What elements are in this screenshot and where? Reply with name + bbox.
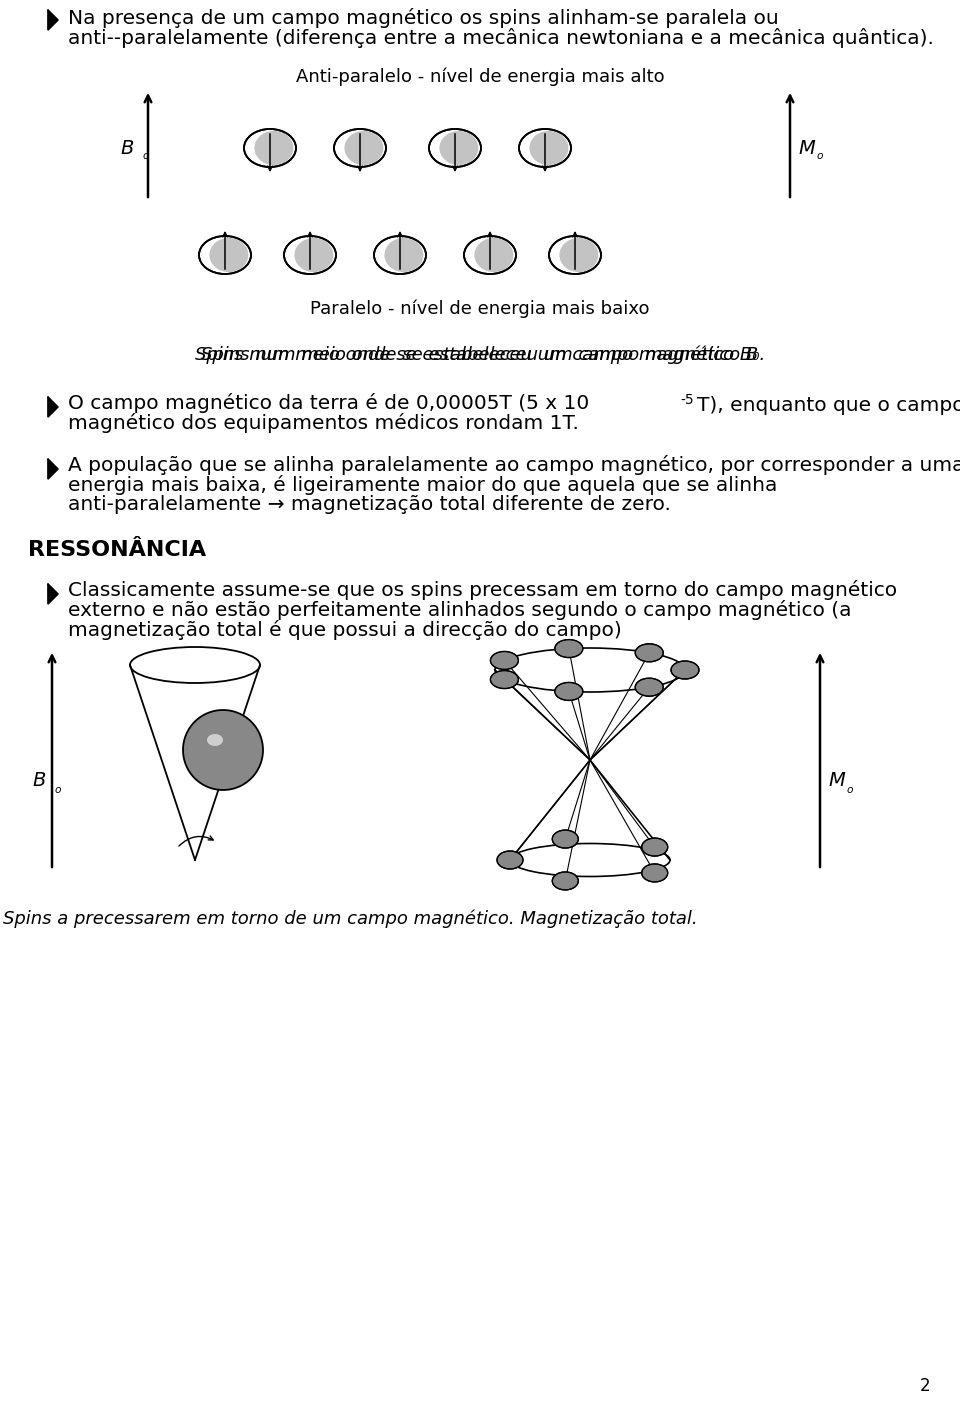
- Ellipse shape: [244, 129, 296, 167]
- Polygon shape: [48, 10, 58, 30]
- Text: Spins num meio onde se estabeleceu um campo magnético B: Spins num meio onde se estabeleceu um ca…: [202, 344, 758, 364]
- Text: $B$: $B$: [120, 139, 134, 157]
- Text: 2: 2: [920, 1377, 930, 1394]
- Ellipse shape: [254, 130, 294, 166]
- Ellipse shape: [552, 871, 578, 890]
- Ellipse shape: [384, 238, 423, 272]
- Ellipse shape: [555, 683, 583, 700]
- Ellipse shape: [552, 830, 578, 849]
- Ellipse shape: [374, 237, 426, 273]
- Text: Spins a precessarem em torno de um campo magnético. Magnetização total.: Spins a precessarem em torno de um campo…: [3, 910, 697, 928]
- Text: O campo magnético da terra é de 0,00005T (5 x 10: O campo magnético da terra é de 0,00005T…: [68, 393, 589, 412]
- Ellipse shape: [555, 639, 583, 657]
- Ellipse shape: [284, 237, 336, 273]
- Ellipse shape: [636, 643, 663, 662]
- Ellipse shape: [207, 734, 223, 745]
- Text: externo e não estão perfeitamente alinhados segundo o campo magnético (a: externo e não estão perfeitamente alinha…: [68, 599, 852, 621]
- Ellipse shape: [474, 238, 514, 272]
- Text: -5: -5: [680, 393, 694, 407]
- Ellipse shape: [491, 652, 518, 669]
- Text: anti-paralelamente → magnetização total diferente de zero.: anti-paralelamente → magnetização total …: [68, 495, 671, 514]
- Text: Na presença de um campo magnético os spins alinham-se paralela ou: Na presença de um campo magnético os spi…: [68, 9, 779, 28]
- Ellipse shape: [183, 710, 263, 791]
- Text: A população que se alinha paralelamente ao campo magnético, por corresponder a u: A população que se alinha paralelamente …: [68, 455, 960, 475]
- Polygon shape: [48, 397, 58, 417]
- Ellipse shape: [345, 130, 383, 166]
- Ellipse shape: [334, 129, 386, 167]
- Text: $_o$: $_o$: [846, 781, 854, 795]
- Ellipse shape: [491, 670, 518, 689]
- Ellipse shape: [636, 679, 663, 696]
- Polygon shape: [48, 459, 58, 479]
- Text: Anti-paralelo - nível de energia mais alto: Anti-paralelo - nível de energia mais al…: [296, 68, 664, 86]
- Text: Classicamente assume-se que os spins precessam em torno do campo magnético: Classicamente assume-se que os spins pre…: [68, 580, 898, 599]
- Text: $_o$: $_o$: [816, 147, 825, 163]
- Text: Paralelo - nível de energia mais baixo: Paralelo - nível de energia mais baixo: [310, 300, 650, 319]
- Polygon shape: [48, 584, 58, 604]
- Text: magnético dos equipamentos médicos rondam 1T.: magnético dos equipamentos médicos ronda…: [68, 412, 579, 434]
- Ellipse shape: [464, 237, 516, 273]
- Text: $M$: $M$: [828, 771, 847, 789]
- Ellipse shape: [549, 237, 601, 273]
- Text: $_o$: $_o$: [54, 781, 62, 795]
- Text: magnetização total é que possui a direcção do campo): magnetização total é que possui a direcç…: [68, 621, 622, 640]
- Ellipse shape: [671, 660, 699, 679]
- Ellipse shape: [560, 238, 598, 272]
- Ellipse shape: [429, 129, 481, 167]
- Ellipse shape: [529, 130, 568, 166]
- Ellipse shape: [199, 237, 251, 273]
- Ellipse shape: [641, 864, 668, 881]
- Ellipse shape: [295, 238, 333, 272]
- Text: Spins num meio onde se estabeleceu um campo magnético B₀.: Spins num meio onde se estabeleceu um ca…: [195, 344, 765, 364]
- Text: T), enquanto que o campo: T), enquanto que o campo: [697, 395, 960, 415]
- Ellipse shape: [209, 238, 249, 272]
- Text: energia mais baixa, é ligeiramente maior do que aquela que se alinha: energia mais baixa, é ligeiramente maior…: [68, 475, 778, 495]
- Ellipse shape: [440, 130, 478, 166]
- Ellipse shape: [519, 129, 571, 167]
- Text: $_o$: $_o$: [142, 147, 150, 163]
- Text: $M$: $M$: [798, 139, 816, 157]
- Text: $B$: $B$: [32, 771, 46, 789]
- Text: anti--paralelamente (diferença entre a mecânica newtoniana e a mecânica quântica: anti--paralelamente (diferença entre a m…: [68, 28, 934, 48]
- Ellipse shape: [641, 837, 668, 856]
- Ellipse shape: [497, 852, 523, 869]
- Text: RESSONÂNCIA: RESSONÂNCIA: [28, 540, 206, 560]
